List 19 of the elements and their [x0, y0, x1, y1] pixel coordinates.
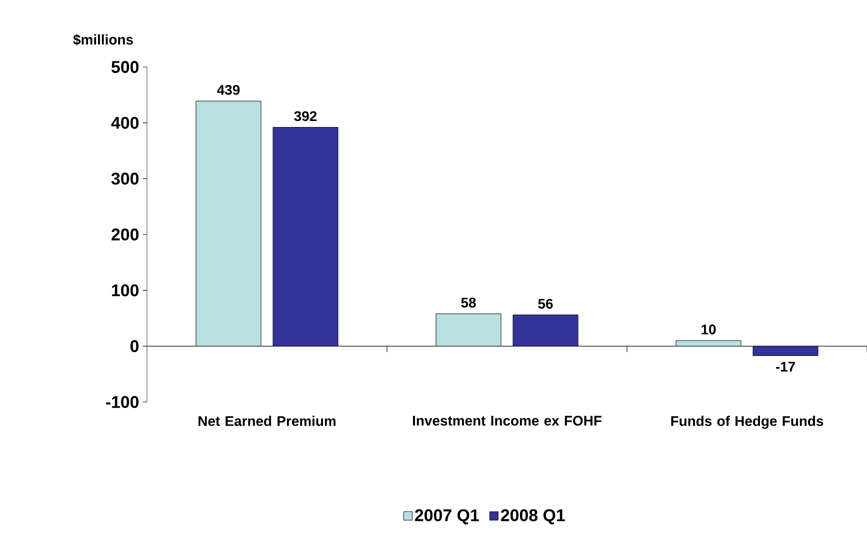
y-tick-label: 400	[111, 116, 139, 129]
data-label: -17	[776, 362, 795, 372]
y-tick-label: -100	[106, 396, 139, 408]
y-tick-label: 0	[130, 340, 139, 352]
x-tick-label: Funds of Hedge Funds	[671, 416, 824, 429]
x-tick-label: Net Earned Premium	[198, 416, 336, 426]
data-label: 392	[294, 111, 317, 122]
data-label: 58	[461, 298, 476, 308]
data-label: 56	[538, 298, 553, 309]
y-tick-label: 200	[112, 228, 139, 240]
y-axis-title: $millions	[73, 34, 133, 46]
y-tick-label: 300	[111, 172, 139, 185]
legend-label: 2007 Q1	[415, 509, 479, 524]
x-tick-label: Investment Income ex FOHF	[413, 416, 602, 426]
y-tick-label: 500	[111, 61, 139, 73]
data-label: 10	[702, 324, 716, 334]
data-label: 439	[217, 84, 240, 95]
y-tick-label: 100	[112, 284, 139, 296]
legend-label: 2008 Q1	[500, 509, 565, 524]
